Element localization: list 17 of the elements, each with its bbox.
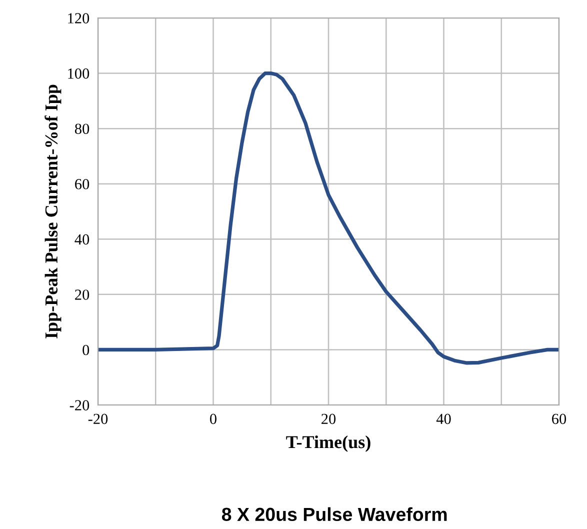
y-tick-label: 120 [68, 13, 90, 24]
y-axis-title: Ipp-Peak Pulse Current-%of Ipp [44, 84, 62, 338]
text: 8 X 20us Pulse Waveform [222, 507, 447, 522]
y-tick-label: 20 [75, 290, 90, 300]
y-tick-label: -20 [70, 400, 90, 410]
x-tick-label: 0 [210, 414, 216, 424]
x-tick-label: 40 [436, 414, 451, 424]
y-tick-label: 60 [75, 179, 90, 190]
y-tick-label: 80 [74, 124, 90, 134]
x-tick-label: 60 [552, 414, 566, 424]
x-axis-title: T-Time(us) [286, 436, 370, 452]
line-series [98, 71, 559, 365]
x-tick-label: 20 [322, 414, 336, 424]
y-tick-label: 100 [68, 68, 90, 79]
y-tick-label: 0 [82, 344, 90, 356]
x-tick-label: -20 [88, 414, 108, 424]
y-tick-label: 40 [74, 234, 90, 245]
